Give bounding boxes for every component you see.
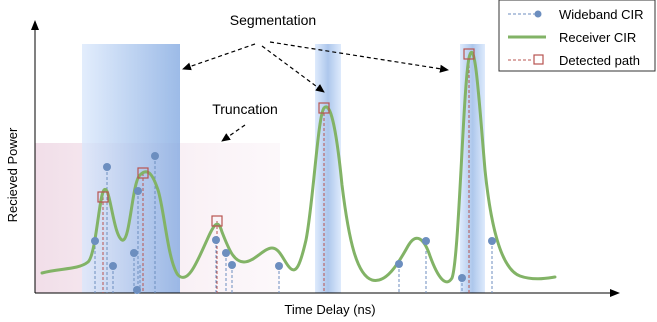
segment-region-3	[460, 44, 485, 293]
detected-markers	[97, 48, 475, 227]
legend-item-detected: Detected path	[508, 53, 640, 68]
legend: Wideband CIR Receiver CIR Detected path	[498, 0, 656, 72]
wideband-markers	[91, 152, 496, 294]
segment-region-1	[82, 44, 180, 293]
y-axis-label: Recieved Power	[5, 127, 20, 222]
truncation-arrow	[221, 124, 246, 142]
segmentation-arrows	[182, 41, 449, 93]
detected-stems	[102, 55, 470, 293]
segmentation-label: Segmentation	[230, 12, 316, 28]
legend-label-detected: Detected path	[559, 53, 640, 68]
segment-region-2	[315, 44, 341, 293]
legend-label-receiver: Receiver CIR	[559, 30, 636, 45]
axes	[31, 20, 620, 297]
x-axis-label: Time Delay (ns)	[284, 302, 375, 317]
truncation-label: Truncation	[212, 101, 278, 117]
legend-label-wideband: Wideband CIR	[559, 7, 644, 22]
legend-item-wideband: Wideband CIR	[508, 7, 644, 22]
legend-item-receiver: Receiver CIR	[508, 30, 636, 45]
receiver-cir-curve	[40, 50, 557, 284]
